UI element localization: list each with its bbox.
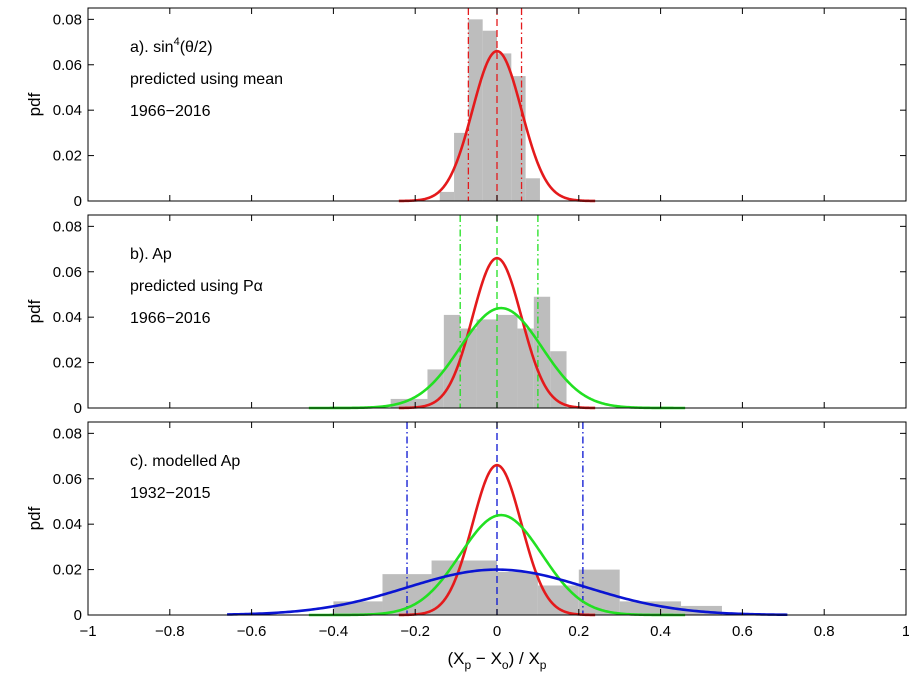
panel-annotation: predicted using Pα [130, 278, 263, 295]
x-tick-label: 0.4 [650, 623, 671, 640]
gaussian-curve-blue [227, 568, 788, 617]
panel-c: 0 0.02 0.04 0.06 0.08 −1 −0.8 −0.6 −0.4 −0.2 0 0.2 0… [25, 421, 909, 640]
x-tick-label: 0.2 [568, 623, 589, 640]
x-axis-label: (Xp − Xo) / Xp [448, 649, 547, 672]
x-tick-label: 0.8 [814, 623, 835, 640]
panel-annotation: a). sin4(θ/2) [130, 36, 213, 56]
y-axis-label: pdf [25, 299, 44, 323]
y-tick-label: 0.02 [53, 355, 82, 372]
histogram-bar [439, 191, 455, 201]
panel-annotation: 1966−2016 [130, 103, 211, 120]
histogram-bar [550, 351, 567, 408]
y-tick-label: 0.02 [53, 148, 82, 165]
panel-annotation: predicted using mean [130, 71, 283, 88]
histogram-bar [497, 314, 518, 408]
y-axis-label: pdf [25, 92, 44, 116]
y-tick-label: 0.08 [53, 425, 82, 442]
y-tick-label: 0 [74, 607, 82, 624]
gaussian-curve-green [308, 306, 686, 410]
x-tick-label: −1 [79, 623, 96, 640]
gaussian-curve-green [308, 513, 686, 617]
y-tick-label: 0 [74, 193, 82, 210]
histogram-bar [476, 319, 497, 408]
x-tick-label: 0.6 [732, 623, 753, 640]
histogram-bar [468, 19, 483, 202]
histogram-bar [525, 178, 540, 201]
y-tick-label: 0.08 [53, 218, 82, 235]
y-tick-label: 0.06 [53, 471, 82, 488]
x-tick-label: 1 [902, 623, 909, 640]
x-tick-label: −0.2 [400, 623, 430, 640]
y-tick-label: 0.04 [53, 102, 82, 119]
y-tick-label: 0.06 [53, 264, 82, 281]
panel-b: 0 0.02 0.04 0.06 0.08 pdf b). Ap predicted usin… [25, 214, 907, 417]
histogram-bar [390, 398, 428, 408]
histogram-bar [619, 601, 682, 615]
panel-annotation: b). Ap [130, 246, 172, 263]
gaussian-curve-red [398, 463, 596, 617]
x-tick-label: 0 [493, 623, 501, 640]
panel-a: 0 0.02 0.04 0.06 0.08 pdf a). sin4(θ/2) predict… [25, 7, 907, 210]
y-tick-label: 0 [74, 400, 82, 417]
histogram-bar [517, 328, 534, 408]
panel-annotation: 1966−2016 [130, 310, 211, 327]
y-tick-label: 0.06 [53, 57, 82, 74]
y-axis-label: pdf [25, 506, 44, 530]
panel-annotation: c). modelled Ap [130, 453, 240, 470]
gaussian-curve-red [398, 49, 596, 203]
gaussian-curve-red [398, 256, 596, 410]
x-tick-label: −0.8 [155, 623, 185, 640]
y-tick-label: 0.04 [53, 309, 82, 326]
histogram-bar [497, 571, 538, 615]
y-tick-label: 0.02 [53, 562, 82, 579]
histogram-bar [460, 328, 477, 408]
x-tick-label: −0.6 [237, 623, 267, 640]
histogram-bar [482, 30, 497, 201]
histogram-bar [454, 132, 469, 201]
x-tick-label: −0.4 [319, 623, 349, 640]
panel-annotation: 1932−2015 [130, 485, 211, 502]
y-tick-label: 0.08 [53, 11, 82, 28]
y-tick-label: 0.04 [53, 516, 82, 533]
histogram-bar [497, 53, 512, 201]
